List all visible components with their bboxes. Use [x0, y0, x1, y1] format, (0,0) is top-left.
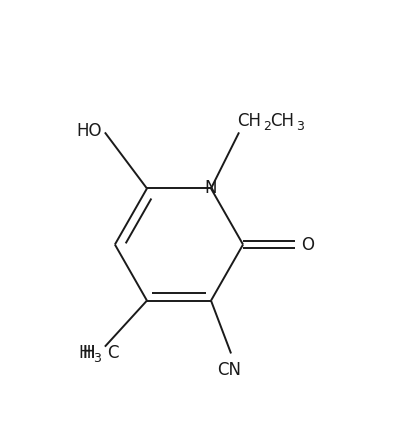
Text: H: H	[82, 344, 95, 363]
Text: 2: 2	[262, 119, 270, 133]
Text: N: N	[204, 179, 217, 198]
Text: HO: HO	[76, 122, 101, 140]
Text: 3: 3	[296, 119, 303, 133]
Text: CH: CH	[269, 112, 293, 130]
Text: CH: CH	[237, 112, 260, 130]
Text: O: O	[301, 235, 313, 254]
Text: C: C	[107, 344, 118, 363]
Text: H: H	[82, 344, 95, 363]
Text: H: H	[78, 344, 91, 363]
Text: CN: CN	[217, 361, 241, 379]
Text: 3: 3	[93, 352, 100, 365]
